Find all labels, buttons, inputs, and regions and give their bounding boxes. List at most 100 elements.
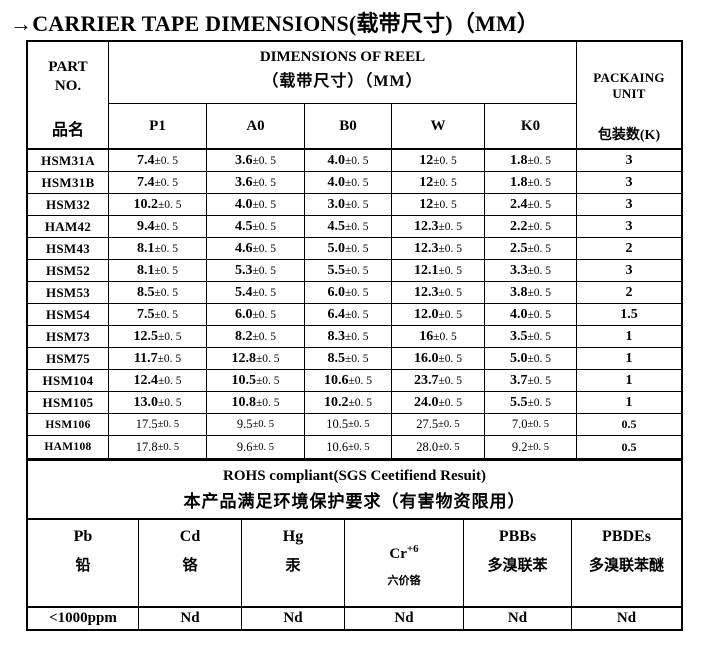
substance-result-cell: Nd [616,610,637,626]
tolerance-label: ±0. 5 [252,308,277,321]
dimension-value: 28.0 [416,439,439,454]
dimension-cell-b0: 3.0 ±0. 5 [305,194,392,215]
dimension-value: 12.3 [413,218,439,234]
dimension-cell-a0: 10.8 ±0. 5 [207,392,305,413]
dimension-value: 9.4 [136,218,155,234]
packing-unit-cell: 3 [577,260,681,281]
dimension-cell-w: 16.0 ±0. 5 [392,348,485,369]
packing-unit-value: 1 [625,328,633,344]
dimension-cell-w: 12.1 ±0. 5 [392,260,485,281]
table-row: HSM104 12.4 ±0. 5 10.5 ±0. 5 10.6 ±0. 5 23.7 ±0.… [28,370,681,392]
dimension-value: 6.0 [327,284,345,300]
dimension-value: 2.2 [509,218,528,234]
substance-symbol-text: PBDEs [602,528,651,545]
dimension-cell-p1: 12.4 ±0. 5 [109,370,207,391]
dimension-cell-b0: 4.0 ±0. 5 [305,150,392,171]
tolerance-label: ±0. 5 [344,330,369,343]
packing-unit-cell: 1 [577,370,681,391]
dimension-value: 13.0 [133,394,158,410]
dimension-value: 8.1 [136,262,155,278]
tolerance-label: ±0. 5 [344,264,369,277]
dimension-cell-b0: 4.5 ±0. 5 [305,216,392,237]
dimension-value: 4.0 [327,152,345,168]
dimension-cell-a0: 4.6 ±0. 5 [207,238,305,259]
substance-symbol: Cd [139,527,241,547]
dimension-value: 7.4 [136,152,155,168]
tolerance-label: ±0. 5 [438,441,460,453]
tolerance-label: ±0. 5 [154,308,179,321]
dimension-value: 8.5 [136,284,155,300]
dimension-value: 12.8 [231,350,256,366]
header-part-cn: 品名 [51,122,84,139]
substance-header-row: Pb 铅 Cd 铬 Hg 汞 Cr+6 六价铬 PBBs 多溴联苯 PBDEs 多溴联苯醚 [28,520,681,606]
dimension-value: 8.2 [234,328,253,344]
tolerance-label: ±0. 5 [157,374,182,387]
dimension-value: 12 [419,152,434,168]
rohs-line-cn: 本产品满足环境保护要求（有害物资限用） [183,492,526,511]
dimension-value: 4.0 [509,306,528,322]
rohs-line-en: ROHS compliant(SGS Ceetifiend Resuit) [223,468,486,484]
tolerance-label: ±0. 5 [252,330,277,343]
substance-symbol: Pb [28,527,138,547]
dimension-cell-a0: 8.2 ±0. 5 [207,326,305,347]
tolerance-label: ±0. 5 [433,198,457,211]
part-no-cell: HAM42 [28,216,109,237]
dimension-value: 10.2 [323,394,349,410]
substance-name-cn: 铅 [75,558,91,574]
part-no-label: HSM53 [45,284,91,300]
packing-unit-value: 1 [625,350,633,366]
dimension-value: 27.5 [416,417,439,431]
tolerance-label: ±0. 5 [154,220,179,233]
dimension-value: 5.5 [509,394,528,410]
dimension-cell-k0: 1.8 ±0. 5 [485,172,577,193]
table-row: HSM75 11.7 ±0. 5 12.8 ±0. 5 8.5 ±0. 5 16.0 ±0. 5… [28,348,681,370]
tolerance-label: ±0. 5 [438,374,463,387]
table-row: HSM53 8.5 ±0. 5 5.4 ±0. 5 6.0 ±0. 5 12.3 ±0. 5 3.… [28,282,681,304]
dimension-value: 5.0 [509,350,528,366]
table-row: HSM52 8.1 ±0. 5 5.3 ±0. 5 5.5 ±0. 5 12.1 ±0. 5 3.… [28,260,681,282]
part-no-cell: HSM53 [28,282,109,303]
table-row: HAM42 9.4 ±0. 5 4.5 ±0. 5 4.5 ±0. 5 12.3 ±0. 5 2.… [28,216,681,238]
dimension-value: 3.0 [327,196,345,212]
part-no-cell: HSM43 [28,238,109,259]
part-no-label: HSM52 [45,262,91,278]
dimension-cell-a0: 4.5 ±0. 5 [207,216,305,237]
packing-unit-cell: 2 [577,238,681,259]
dimension-cell-b0: 8.5 ±0. 5 [305,348,392,369]
dimension-value: 12 [419,196,434,212]
table-row: HSM31A 7.4 ±0. 5 3.6 ±0. 5 4.0 ±0. 5 12 ±0. 5 1.8… [28,150,681,172]
tolerance-label: ±0. 5 [348,374,373,387]
carrier-tape-spec-table: PART NO. 品名 DIMENSIONS OF REEL （载带尺寸）（MM… [26,40,683,631]
dimension-cell-w: 12.3 ±0. 5 [392,238,485,259]
dimension-cell-k0: 9.2 ±0. 5 [485,436,577,458]
substance-hg: Hg 汞 [242,520,345,606]
part-no-cell: HAM108 [28,436,109,458]
dimension-value: 5.3 [234,262,253,278]
substance-pb: Pb 铅 [28,520,139,606]
dimension-cell-a0: 10.5 ±0. 5 [207,370,305,391]
dimension-value: 12.3 [413,240,439,256]
packing-unit-value: 1 [625,372,633,388]
dimension-cell-p1: 8.1 ±0. 5 [109,238,207,259]
dimension-cell-w: 23.7 ±0. 5 [392,370,485,391]
part-no-label: HSM54 [45,306,91,322]
packing-unit-cell: 2 [577,282,681,303]
dimension-value: 16 [419,328,434,344]
tolerance-label: ±0. 5 [252,220,277,233]
dimension-cell-a0: 3.6 ±0. 5 [207,150,305,171]
packing-unit-cell: 1 [577,348,681,369]
dimension-value: 12 [419,174,434,190]
tolerance-label: ±0. 5 [157,352,182,365]
substance-result-cell: Nd [464,608,572,629]
part-no-cell: HSM105 [28,392,109,413]
part-no-cell: HSM73 [28,326,109,347]
tolerance-label: ±0. 5 [344,308,369,321]
dimension-cell-k0: 3.8 ±0. 5 [485,282,577,303]
table-row: HSM73 12.5 ±0. 5 8.2 ±0. 5 8.3 ±0. 5 16 ±0. 5 3.5… [28,326,681,348]
dimension-cell-w: 12 ±0. 5 [392,194,485,215]
dimension-cell-k0: 1.8 ±0. 5 [485,150,577,171]
tolerance-label: ±0. 5 [527,176,552,189]
dimension-cell-w: 12.0 ±0. 5 [392,304,485,325]
dimension-cell-w: 12 ±0. 5 [392,172,485,193]
dimension-cell-b0: 10.6 ±0. 5 [305,436,392,458]
